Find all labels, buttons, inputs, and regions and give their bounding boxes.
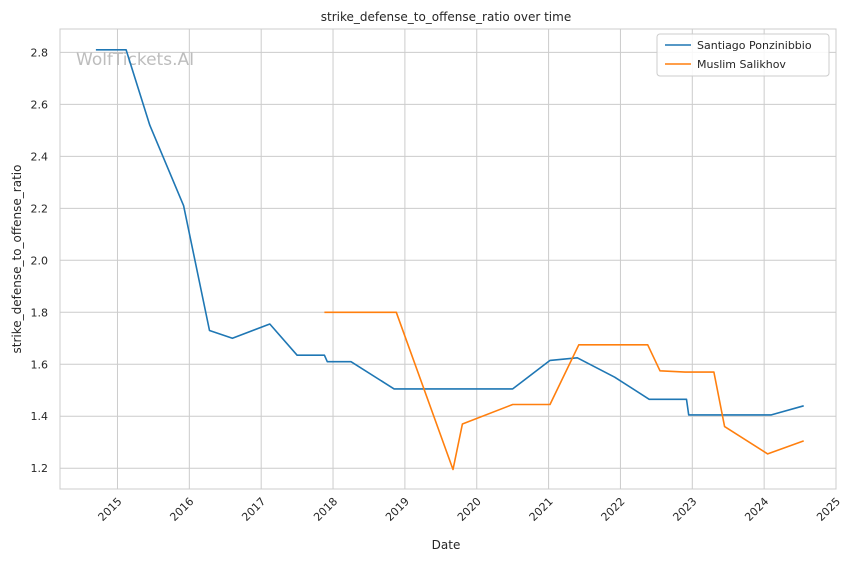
x-tick-label: 2015 xyxy=(96,495,125,524)
y-axis-ticks: 1.2 1.4 1.6 1.8 2.0 2.2 2.4 2.6 2.8 xyxy=(31,46,49,475)
watermark: WolfTickets.AI xyxy=(76,50,194,70)
y-tick-label: 2.0 xyxy=(31,254,49,267)
x-tick-label: 2024 xyxy=(742,495,771,524)
y-tick-label: 2.4 xyxy=(31,150,49,163)
y-axis-title: strike_defense_to_offense_ratio xyxy=(10,165,24,354)
x-tick-label: 2018 xyxy=(311,495,340,524)
x-tick-label: 2022 xyxy=(599,495,628,524)
gridlines xyxy=(60,29,837,489)
y-tick-label: 1.2 xyxy=(31,462,49,475)
y-tick-label: 2.6 xyxy=(31,98,49,111)
x-tick-label: 2020 xyxy=(455,495,484,524)
y-tick-label: 2.2 xyxy=(31,202,49,215)
x-tick-label: 2023 xyxy=(670,495,699,524)
y-tick-label: 1.6 xyxy=(31,358,49,371)
x-axis-ticks: 2015 2016 2017 2018 2019 2020 2021 2022 2023 2024… xyxy=(96,495,844,524)
legend-label-muslim-salikhov: Muslim Salikhov xyxy=(697,58,786,71)
x-tick-label: 2025 xyxy=(814,495,843,524)
legend-label-santiago-ponzinibbio: Santiago Ponzinibbio xyxy=(697,39,812,52)
x-axis-title: Date xyxy=(432,538,461,552)
y-tick-label: 2.8 xyxy=(31,46,49,59)
x-tick-label: 2017 xyxy=(239,495,268,524)
x-tick-label: 2016 xyxy=(167,495,196,524)
x-tick-label: 2019 xyxy=(383,495,412,524)
legend-box xyxy=(656,33,830,77)
y-tick-label: 1.4 xyxy=(31,410,49,423)
y-tick-label: 1.8 xyxy=(31,306,49,319)
series-line-muslim-salikhov xyxy=(324,311,804,471)
series-lines xyxy=(95,49,804,471)
legend: Santiago Ponzinibbio Muslim Salikhov xyxy=(656,33,830,77)
series-line-santiago-ponzinibbio xyxy=(95,49,804,416)
chart-title: strike_defense_to_offense_ratio over tim… xyxy=(321,10,571,24)
plot-area xyxy=(59,28,837,490)
x-tick-label: 2021 xyxy=(527,495,556,524)
